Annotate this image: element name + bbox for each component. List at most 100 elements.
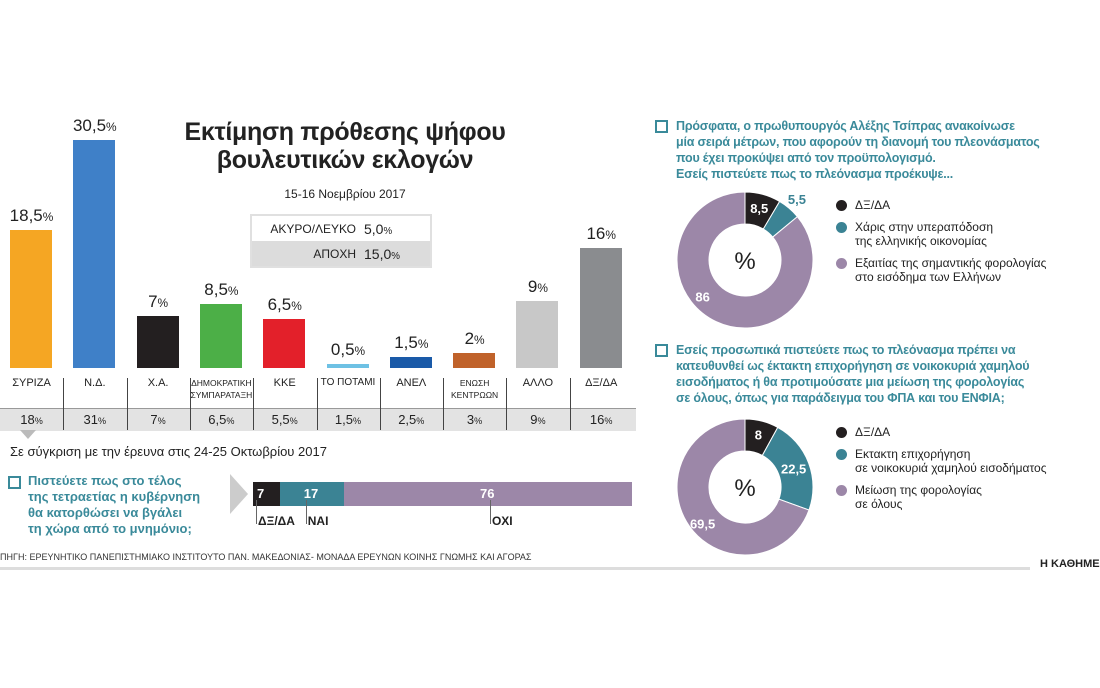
legend-dot-icon: [836, 485, 847, 496]
bar-category-label: ΚΚΕ: [273, 377, 296, 389]
segment-tick: [305, 500, 307, 524]
donut-center-label: %: [734, 475, 755, 502]
column-separator: [443, 378, 445, 430]
bar: [516, 300, 559, 368]
column-separator: [189, 378, 191, 430]
legend-dot-icon: [836, 427, 847, 438]
donut-slice: [676, 418, 810, 556]
segment-label: ΟΧΙ: [491, 514, 513, 528]
slice-value-label: 22,5: [781, 462, 806, 477]
extra-value: 15,0%: [364, 245, 400, 262]
bar: [136, 315, 179, 368]
checkbox-icon: [8, 476, 21, 489]
bar: [199, 304, 242, 368]
previous-value: 18%: [20, 412, 43, 427]
column-separator: [379, 378, 381, 430]
legend-item: ΔΞ/ΔΑ: [836, 425, 890, 439]
bar: [73, 140, 116, 368]
legend-label: Εκτακτη επιχορήγηση σε νοικοκυριά χαμηλού…: [855, 447, 1047, 475]
bar: [579, 248, 622, 368]
chart-title: Εκτίμηση πρόθεσης ψήφου βουλευτικών εκλο…: [184, 118, 506, 174]
extra-row-abstention: ΑΠΟΧΗ 15,0%: [252, 241, 430, 266]
legend-label: Εξαιτίας της σημαντικής φορολογίας στο ει…: [855, 256, 1047, 284]
previous-value: 3%: [466, 412, 483, 427]
legend-label: Μείωση της φορολογίας σε όλους: [855, 483, 982, 511]
bar-category-label: Χ.Α.: [147, 377, 169, 389]
column-separator: [569, 378, 571, 430]
legend-label: ΔΞ/ΔΑ: [855, 425, 891, 439]
legend-item: Χάρις στην υπεραπόδοση της ελληνικής οικο…: [836, 220, 993, 248]
segment-tick: [256, 500, 257, 524]
bar-category-label: ΕΝΩΣΗ ΚΕΝΤΡΩΩΝ: [451, 378, 499, 400]
slice-value-label: 86: [695, 290, 709, 305]
legend-item: Μείωση της φορολογίας σε όλους: [836, 483, 982, 511]
bar-category-label: ΣΥΡΙΖΑ: [12, 377, 51, 389]
extra-value: 5,0%: [364, 220, 393, 237]
stacked-segment: 7: [253, 482, 280, 506]
bar: [453, 353, 496, 368]
donut-center-label: %: [734, 248, 755, 275]
slice-value-label: 69,5: [690, 517, 715, 532]
source-note: ΠΗΓΗ: ΕΡΕΥΝΗΤΙΚΟ ΠΑΝΕΠΙΣΤΗΜΙΑΚΟ ΙΝΣΤΙΤΟΥ…: [0, 552, 532, 562]
legend-label: Χάρις στην υπεραπόδοση της ελληνικής οικο…: [855, 220, 994, 248]
stacked-segment: 76: [343, 482, 632, 506]
bar-category-label: ΔΞ/ΔΑ: [585, 377, 618, 389]
brand-logo: Η ΚΑΘΗΜΕΡΙΝΗ: [1040, 558, 1100, 570]
pointer-arrow: [20, 430, 36, 439]
bar: [326, 364, 369, 368]
bar: [263, 319, 306, 368]
previous-value: 7%: [150, 412, 166, 427]
segment-tick: [489, 500, 491, 524]
donut-chart: 8,5 5,5 86%: [676, 191, 814, 329]
segment-label: ΝΑΙ: [307, 514, 329, 528]
bar-category-label: ΑΝΕΛ: [396, 377, 427, 389]
previous-value: 9%: [530, 412, 546, 427]
legend-dot-icon: [836, 258, 847, 269]
bar-category-label: ΤΟ ΠΟΤΑΜΙ: [320, 377, 376, 388]
bar: [389, 356, 432, 368]
previous-value: 1,5%: [334, 412, 362, 427]
bar-value-label: 1,5%: [394, 332, 429, 352]
previous-value: 16%: [589, 412, 613, 427]
segment-value: 17: [303, 486, 319, 501]
divider: [0, 567, 1030, 570]
donut-slice: [676, 191, 814, 329]
bar-value-label: 8,5%: [204, 280, 239, 300]
column-separator: [316, 378, 318, 430]
extra-label: ΑΠΟΧΗ: [313, 246, 356, 261]
extra-row-invalid: ΑΚΥΡΟ/ΛΕΥΚΟ 5,0%: [252, 216, 430, 241]
bar-value-label: 6,5%: [267, 295, 302, 315]
bar-category-label: ΔΗΜΟΚΡΑΤΙΚΗ ΣΥΜΠΑΡΑΤΑΞΗ: [190, 378, 253, 400]
segment-value: 7: [257, 486, 265, 501]
arrow-icon: [230, 474, 248, 514]
checkbox-icon: [655, 120, 668, 133]
slice-value-label: 8: [755, 428, 762, 443]
bar-value-label: 0,5%: [330, 340, 366, 359]
previous-value: 31%: [83, 412, 107, 427]
previous-band: [0, 408, 636, 431]
legend-label: ΔΞ/ΔΑ: [855, 198, 891, 212]
bar-value-label: 16%: [586, 224, 616, 244]
segment-label: ΔΞ/ΔΑ: [258, 514, 295, 528]
extra-label: ΑΚΥΡΟ/ΛΕΥΚΟ: [270, 221, 356, 236]
donut-question: Πρόσφατα, ο πρωθυπουργός Αλέξης Τσίπρας …: [676, 119, 1040, 181]
bar-value-label: 30,5%: [72, 116, 117, 135]
checkbox-icon: [655, 344, 668, 357]
bar: [10, 229, 52, 368]
donut-chart: 8 22,5 69,5%: [676, 418, 814, 556]
bar-value-label: 9%: [527, 276, 548, 296]
donut-question: Εσείς προσωπικά πιστεύετε πως το πλεόνασ…: [676, 343, 1030, 405]
legend-dot-icon: [836, 449, 847, 460]
legend-item: Εξαιτίας της σημαντικής φορολογίας στο ει…: [836, 256, 1046, 284]
legend-item: ΔΞ/ΔΑ: [836, 198, 890, 212]
legend-item: Εκτακτη επιχορήγηση σε νοικοκυριά χαμηλού…: [836, 447, 1047, 475]
comparison-note: Σε σύγκριση με την έρευνα στις 24-25 Οκτ…: [10, 444, 327, 459]
stacked-segment: 17: [279, 482, 344, 506]
question-memorandum: Πιστεύετε πως στο τέλος της τετραετίας η …: [28, 473, 201, 536]
legend-dot-icon: [836, 200, 847, 211]
previous-value: 6,5%: [208, 412, 235, 427]
column-separator: [126, 378, 128, 430]
previous-value: 5,5%: [271, 412, 298, 427]
bar-value-label: 2%: [464, 329, 485, 349]
